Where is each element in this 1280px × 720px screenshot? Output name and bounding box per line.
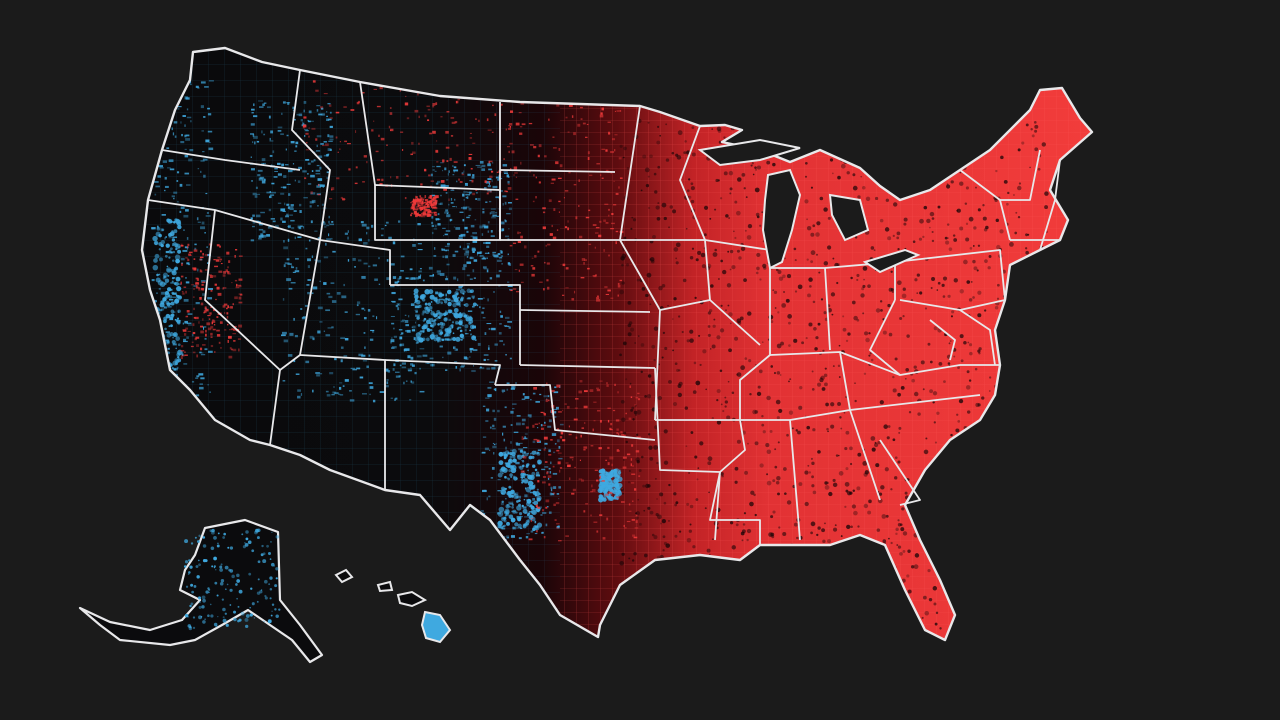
- alaska-blue-areas: [183, 528, 281, 631]
- lake-michigan: [761, 168, 802, 270]
- hawaii-region: [334, 568, 452, 644]
- blue-density-areas: [150, 80, 623, 543]
- alaska-region: [78, 518, 324, 664]
- lake-huron: [828, 193, 870, 242]
- state-borders: [147, 69, 1061, 545]
- lake-erie: [862, 248, 921, 274]
- lake-superior: [697, 138, 801, 167]
